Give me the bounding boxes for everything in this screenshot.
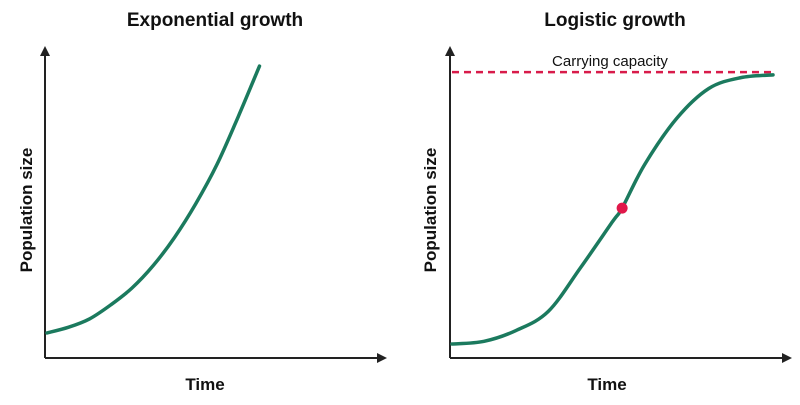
series-line: [450, 73, 775, 346]
chart-title: Logistic growth: [544, 10, 685, 31]
x-axis-label: Time: [587, 375, 626, 394]
y-axis-label: Population size: [421, 148, 440, 273]
exponential-panel: Exponential growth Time Population size: [17, 10, 387, 394]
y-axis-label: Population size: [17, 148, 36, 273]
logistic-panel: Logistic growth Carrying capacity Time P…: [421, 10, 792, 394]
chart-title: Exponential growth: [127, 10, 303, 31]
series-line: [45, 64, 262, 335]
carrying-capacity-label: Carrying capacity: [552, 53, 668, 70]
x-axis-label: Time: [185, 375, 224, 394]
midpoint-dot: [616, 202, 628, 214]
